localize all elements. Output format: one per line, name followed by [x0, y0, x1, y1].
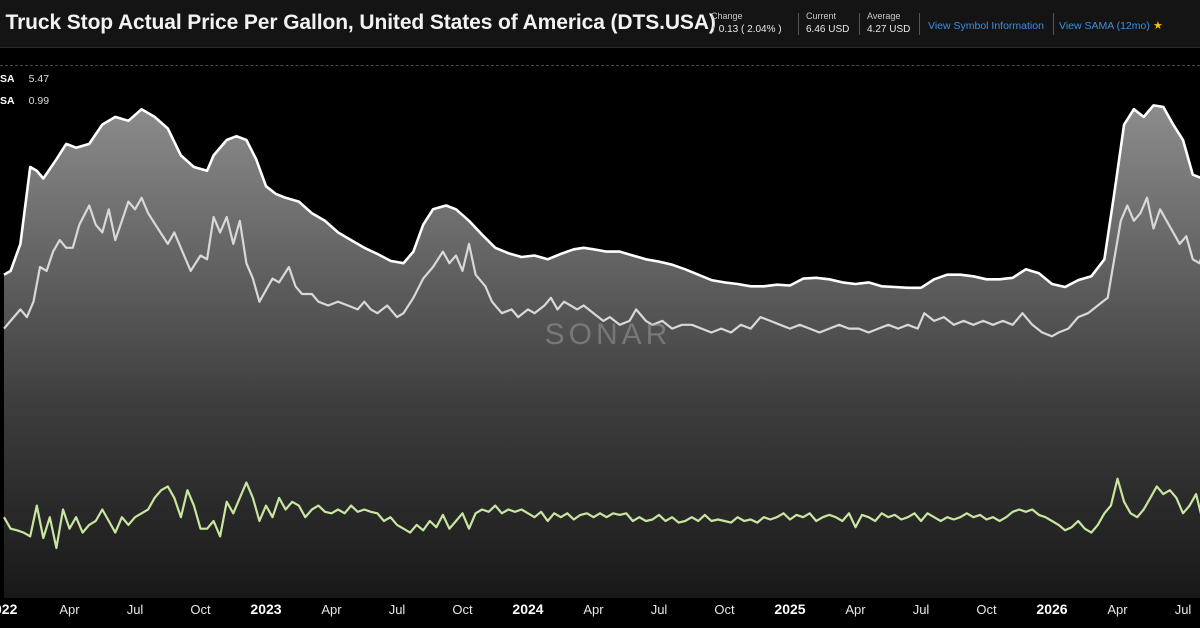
x-tick-label: Apr — [1107, 602, 1128, 617]
x-tick-label: Oct — [190, 602, 211, 617]
series-line-third — [3, 477, 1200, 550]
x-tick-label: Jul — [1175, 602, 1192, 617]
average-stat: Average 4.27 USD — [867, 11, 910, 35]
change-value: 0.13 ( 2.04% ) — [718, 24, 782, 35]
x-tick-label: Apr — [845, 602, 866, 617]
legend-label: SA — [0, 73, 15, 85]
x-tick-label: 2026 — [1036, 601, 1067, 617]
view-sama-link[interactable]: View SAMA (12mo) — [1059, 20, 1150, 32]
up-arrow-icon: ↑ — [711, 24, 716, 35]
legend-value: 5.47 — [28, 73, 50, 85]
change-value-row: ↑ 0.13 ( 2.04% ) — [711, 24, 782, 35]
series-line-second — [3, 196, 1200, 338]
change-label: Change — [711, 11, 743, 21]
x-tick-label: 2023 — [250, 601, 281, 617]
x-tick-label: 2024 — [512, 601, 543, 617]
watermark: SONAR — [545, 318, 672, 351]
view-symbol-info-link[interactable]: View Symbol Information — [928, 20, 1044, 32]
series-line-main — [3, 104, 1200, 290]
x-tick-label: Apr — [321, 602, 342, 617]
legend-value: 0.99 — [28, 95, 50, 107]
divider — [919, 13, 920, 35]
x-tick-label: Jul — [127, 602, 144, 617]
average-label: Average — [867, 11, 901, 21]
x-tick-label: Oct — [714, 602, 735, 617]
x-tick-label: 022 — [0, 601, 18, 617]
current-value: 6.46 USD — [806, 24, 850, 35]
series-area-main — [4, 105, 1200, 598]
divider — [859, 13, 860, 35]
x-tick-label: 2025 — [774, 601, 805, 617]
current-stat: Current 6.46 USD — [806, 11, 849, 35]
legend-label: SA — [0, 95, 15, 107]
legend-entry: SA 0.99 — [0, 95, 49, 107]
current-label: Current — [806, 11, 837, 21]
page-title: | Truck Stop Actual Price Per Gallon, Un… — [0, 11, 716, 34]
chart-icon[interactable]: ★ — [1153, 20, 1163, 32]
divider — [1053, 13, 1054, 35]
legend-entry: SA 5.47 — [0, 73, 49, 85]
divider-dashed — [0, 65, 1200, 66]
average-value: 4.27 USD — [867, 24, 911, 35]
x-tick-label: Apr — [59, 602, 80, 617]
x-tick-label: Apr — [583, 602, 604, 617]
x-tick-label: Oct — [452, 602, 473, 617]
x-tick-label: Jul — [913, 602, 930, 617]
header-bar: | Truck Stop Actual Price Per Gallon, Un… — [0, 0, 1200, 48]
change-stat: Change ↑ 0.13 ( 2.04% ) — [711, 11, 782, 35]
x-tick-label: Oct — [976, 602, 997, 617]
divider — [798, 13, 799, 35]
x-tick-label: Jul — [651, 602, 668, 617]
x-tick-label: Jul — [389, 602, 406, 617]
